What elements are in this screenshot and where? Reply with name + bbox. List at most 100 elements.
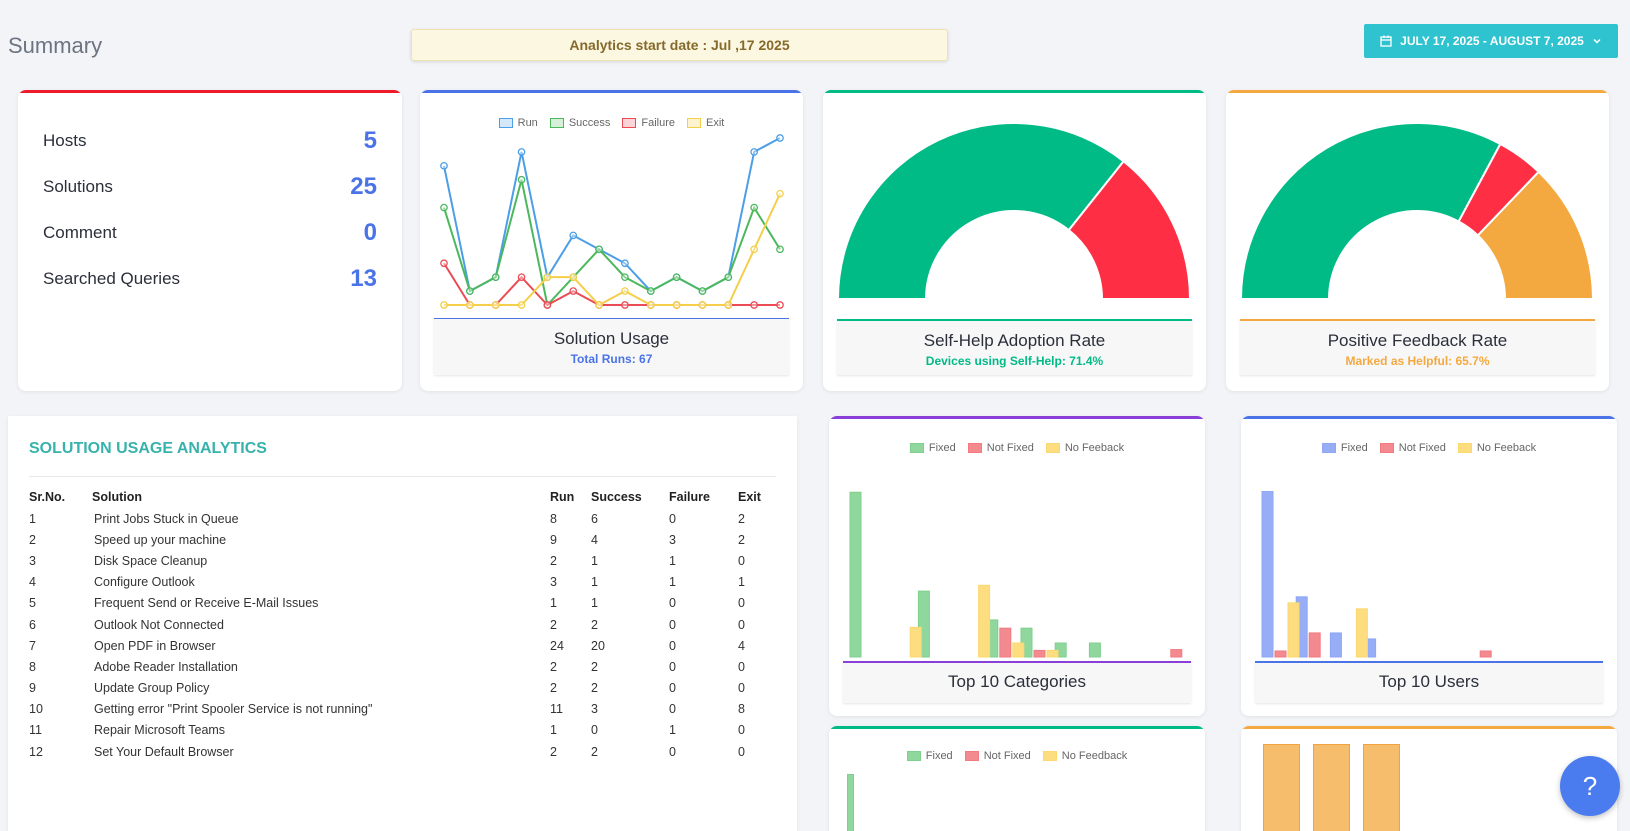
legend-item[interactable]: No Feeback: [1457, 442, 1537, 454]
chart-bar: [1355, 608, 1368, 658]
legend-item[interactable]: Fixed: [909, 442, 956, 454]
legend-item[interactable]: Exit: [687, 117, 724, 129]
table-cell: 1: [591, 575, 598, 590]
stat-value: 5: [363, 127, 377, 154]
bar-chart-legend: Fixed Not Fixed No Feedback: [829, 750, 1205, 762]
chart-subtitle: Devices using Self-Help: 71.4%: [925, 354, 1104, 368]
feedback-gauge: [1239, 122, 1595, 300]
data-point: [491, 273, 500, 282]
legend-item[interactable]: Fixed: [906, 750, 953, 762]
table-cell: 6: [29, 617, 36, 632]
legend-swatch: [549, 118, 564, 128]
data-point: [750, 148, 759, 156]
table-cell: 1: [738, 575, 745, 590]
legend-item[interactable]: Failure: [622, 117, 675, 129]
table-cell: 2: [591, 681, 598, 696]
legend-item[interactable]: Run: [498, 117, 538, 129]
legend-item[interactable]: Not Fixed: [1379, 442, 1446, 454]
table-cell: 1: [29, 511, 36, 526]
stat-value: 25: [350, 173, 377, 200]
table-row[interactable]: 6 Outlook Not Connected 2 2 0 0: [29, 614, 784, 635]
legend-item[interactable]: No Feeback: [1045, 442, 1125, 454]
data-point: [465, 301, 474, 309]
legend-item[interactable]: Success: [549, 117, 611, 129]
third-chart-card: Fixed Not Fixed No Feedback: [829, 726, 1205, 831]
card-topbar: [1241, 726, 1617, 729]
data-point: [776, 134, 784, 142]
table-row[interactable]: 7 Open PDF in Browser 24 20 0 4: [29, 635, 784, 656]
solution-usage-card: Run Success Failure Exit Solution Usage …: [420, 90, 803, 391]
data-point: [517, 148, 526, 156]
adoption-rate-card: Self-Help Adoption Rate Devices using Se…: [823, 90, 1206, 391]
stat-label: Solutions: [43, 177, 113, 196]
chart-bar: [1261, 491, 1274, 658]
chart-bar: [1046, 649, 1059, 658]
legend-label: Not Fixed: [986, 442, 1034, 454]
table-cell: 0: [591, 723, 598, 738]
data-point: [776, 301, 784, 309]
table-row[interactable]: 12 Set Your Default Browser 2 2 0 0: [29, 741, 784, 762]
table-row[interactable]: 11 Repair Microsoft Teams 1 0 1 0: [29, 720, 784, 741]
gauge-segment: [1239, 122, 1502, 300]
help-button[interactable]: ?: [1560, 756, 1620, 816]
stat-value: 0: [363, 219, 377, 246]
solution-usage-analytics-panel: SOLUTION USAGE ANALYTICS Sr.No. Solution…: [8, 416, 797, 831]
table-cell: 2: [550, 744, 557, 759]
column-header: Run: [550, 490, 575, 504]
legend-label: Not Fixed: [1398, 442, 1446, 454]
table-row[interactable]: 1 Print Jobs Stuck in Queue 8 6 0 2: [29, 508, 784, 529]
table-cell: 0: [669, 638, 676, 653]
solution-usage-table: Sr.No. Solution Run Success Failure Exit…: [29, 486, 784, 762]
table-row[interactable]: 4 Configure Outlook 3 1 1 1: [29, 572, 784, 593]
table-cell: 0: [738, 744, 745, 759]
legend-swatch: [1042, 751, 1057, 761]
table-cell: 8: [29, 659, 36, 674]
table-cell: 8: [550, 511, 557, 526]
chart-footer: Solution Usage Total Runs: 67: [434, 319, 789, 375]
table-row[interactable]: 5 Frequent Send or Receive E-Mail Issues 1…: [29, 593, 784, 614]
table-cell: 2: [550, 659, 557, 674]
data-point: [517, 175, 526, 184]
legend-label: No Feeback: [1476, 442, 1537, 454]
stat-solutions[interactable]: Solutions 25: [43, 164, 377, 210]
table-cell: 6: [591, 511, 598, 526]
table-cell: 9: [550, 532, 557, 547]
legend-item[interactable]: Not Fixed: [967, 442, 1034, 454]
table-cell: 9: [29, 681, 36, 696]
table-cell: 20: [591, 638, 605, 653]
table-cell: 11: [550, 702, 563, 717]
card-topbar: [829, 726, 1205, 729]
column-header: Exit: [738, 490, 761, 504]
data-point: [440, 161, 448, 170]
legend-item[interactable]: No Feedback: [1042, 750, 1127, 762]
data-point: [672, 301, 681, 309]
table-cell: 0: [669, 659, 676, 674]
legend-label: Success: [568, 117, 611, 129]
legend-item[interactable]: Not Fixed: [964, 750, 1031, 762]
legend-label: Run: [517, 117, 538, 129]
table-row[interactable]: 8 Adobe Reader Installation 2 2 0 0: [29, 656, 784, 677]
table-row[interactable]: 3 Disk Space Cleanup 2 1 1 0: [29, 550, 784, 571]
stat-hosts[interactable]: Hosts 5: [43, 118, 377, 164]
divider: [29, 476, 776, 477]
table-cell: 2: [29, 532, 36, 547]
table-row[interactable]: 2 Speed up your machine 9 4 3 2: [29, 529, 784, 550]
stat-searched-queries[interactable]: Searched Queries 13: [43, 256, 377, 302]
legend-item[interactable]: Fixed: [1321, 442, 1368, 454]
legend-label: No Feeback: [1064, 442, 1125, 454]
table-cell: 1: [669, 553, 676, 568]
date-range-picker[interactable]: JULY 17, 2025 - AUGUST 7, 2025: [1364, 24, 1618, 58]
table-cell: 0: [738, 681, 745, 696]
table-row[interactable]: 10 Getting error "Print Spooler Service i…: [29, 699, 784, 720]
table-row[interactable]: 9 Update Group Policy 2 2 0 0: [29, 678, 784, 699]
stat-label: Hosts: [43, 131, 87, 150]
stat-value: 13: [350, 265, 377, 292]
table-cell: 10: [29, 702, 43, 717]
chart-bar: [1012, 642, 1025, 658]
stat-comment[interactable]: Comment 0: [43, 210, 377, 256]
table-cell: 2: [738, 532, 745, 547]
data-point: [672, 273, 681, 282]
chart-title: Self-Help Adoption Rate: [923, 331, 1106, 350]
chart-bar: [1274, 650, 1287, 658]
chart-footer: Top 10 Categories: [843, 661, 1191, 703]
